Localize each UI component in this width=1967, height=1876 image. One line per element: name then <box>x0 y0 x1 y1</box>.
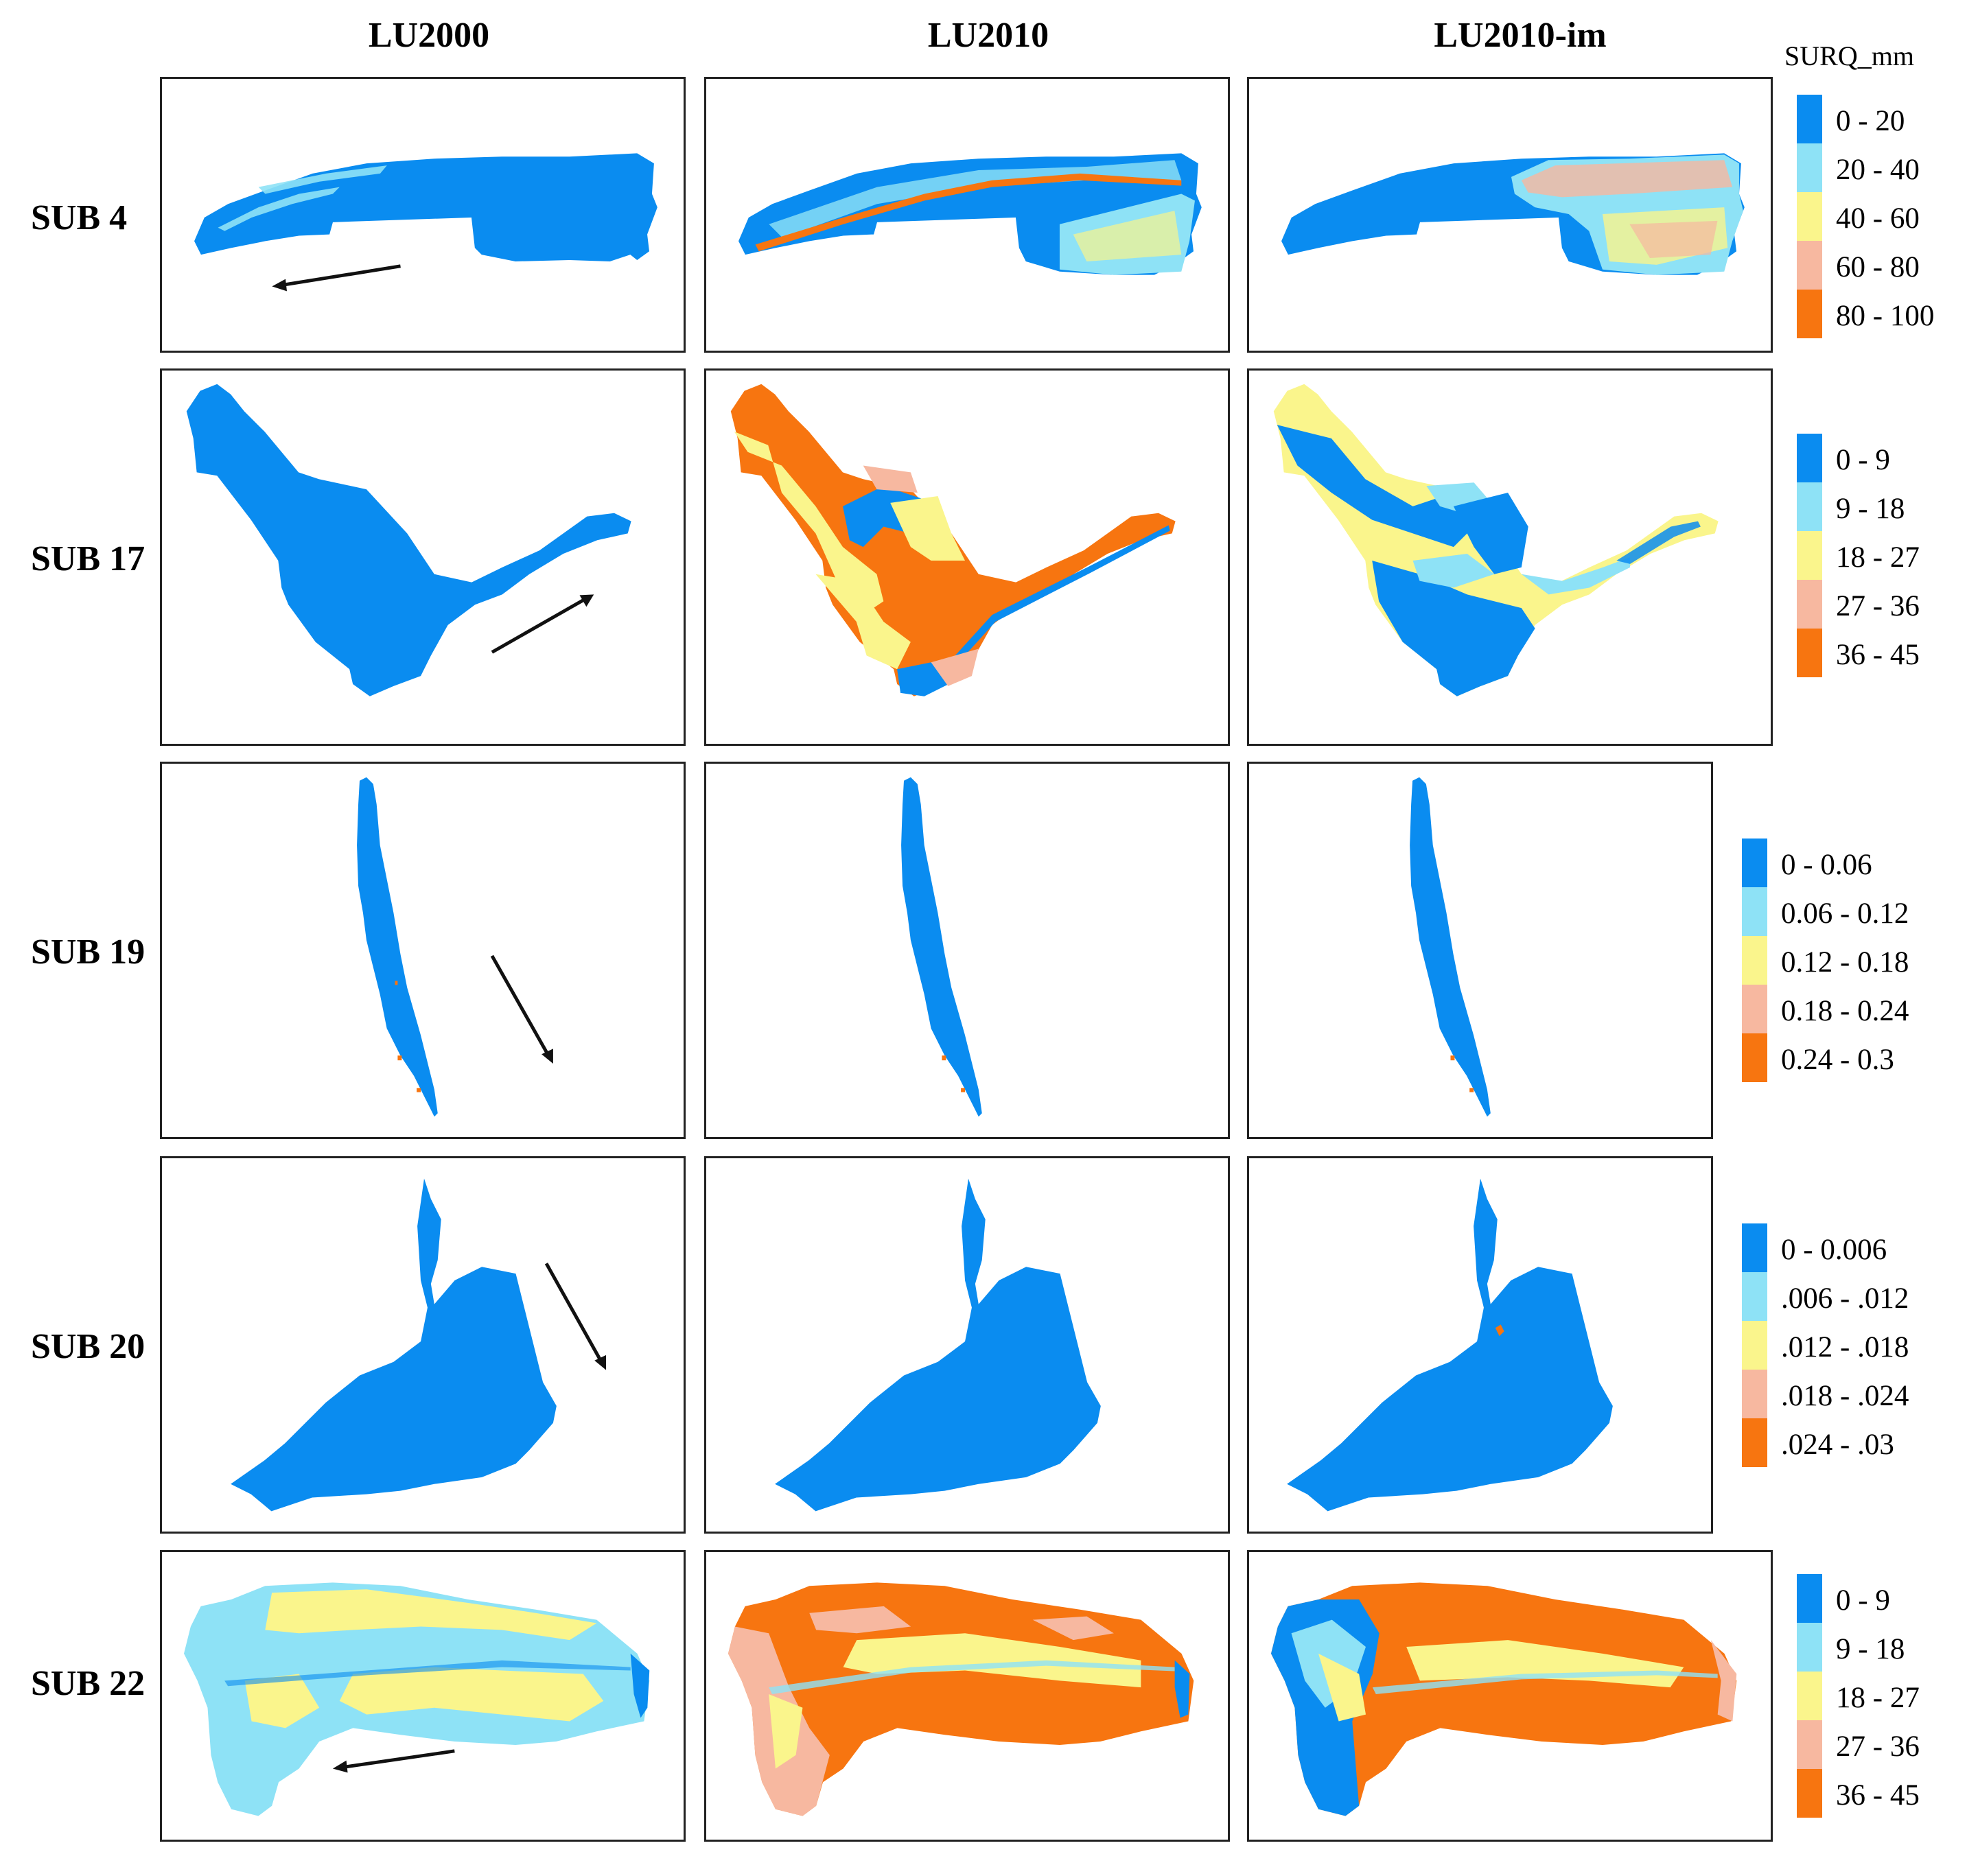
sub20-lu2010-map <box>775 1178 1101 1512</box>
map-panel-sub22-lu2010im <box>1247 1550 1773 1842</box>
row-label-sub22: SUB 22 <box>31 1664 146 1703</box>
legend-label: 9 - 18 <box>1836 1633 1905 1665</box>
legend-label: 27 - 36 <box>1836 1731 1920 1763</box>
sub22-lu2000-map <box>183 1582 650 1816</box>
map-panel-sub4-lu2010im <box>1247 77 1773 353</box>
sub19-lu2010im-map <box>1410 777 1491 1117</box>
column-header-lu2010: LU2010 <box>927 16 1049 55</box>
legend-label: 60 - 80 <box>1836 251 1920 283</box>
legend-swatch <box>1797 482 1822 531</box>
legend-label: .012 - .018 <box>1781 1331 1909 1363</box>
legend-label: .006 - .012 <box>1781 1282 1909 1315</box>
legend-label: 20 - 40 <box>1836 154 1920 186</box>
row-label-sub19: SUB 19 <box>31 933 146 972</box>
legend-swatch <box>1742 1321 1767 1370</box>
legend-swatch <box>1797 241 1822 290</box>
legend-swatch <box>1742 839 1767 887</box>
sub4-lu2000-map <box>194 153 657 292</box>
legend-swatch <box>1797 629 1822 677</box>
sub19-lu2010-map <box>901 777 982 1117</box>
map-panel-sub22-lu2000 <box>160 1550 686 1842</box>
legend-swatch <box>1797 434 1822 482</box>
legend-swatch <box>1797 1720 1822 1769</box>
legend-label: 0 - 9 <box>1836 444 1890 476</box>
legend-swatch <box>1742 1370 1767 1418</box>
legend-swatch <box>1797 1623 1822 1672</box>
map-panel-sub22-lu2010 <box>704 1550 1230 1842</box>
legend-label: 80 - 100 <box>1836 300 1935 332</box>
sub17-lu2000-map <box>186 384 631 696</box>
legend-swatch <box>1797 580 1822 629</box>
sub20-lu2010im-map <box>1287 1178 1613 1512</box>
sub22-lu2010im-map <box>1270 1582 1737 1816</box>
map-panel-sub20-lu2010im <box>1247 1156 1713 1534</box>
legend-swatch <box>1742 1418 1767 1467</box>
legend-swatch <box>1797 95 1822 143</box>
legend-label: 0 - 0.06 <box>1781 849 1872 881</box>
legend-swatch <box>1742 1272 1767 1321</box>
legend-swatch <box>1797 192 1822 241</box>
legend-swatch <box>1797 1672 1822 1720</box>
sub4-lu2010-map <box>738 153 1202 275</box>
map-panel-sub17-lu2000 <box>160 368 686 746</box>
map-panel-sub19-lu2000 <box>160 762 686 1139</box>
legend-label: 0.18 - 0.24 <box>1781 995 1909 1027</box>
legend-title: SURQ_mm <box>1784 40 1914 71</box>
row-label-sub17: SUB 17 <box>31 539 146 578</box>
legend-label: 0 - 9 <box>1836 1584 1890 1617</box>
legend-label: 0.06 - 0.12 <box>1781 898 1909 930</box>
legend-swatch <box>1797 1574 1822 1623</box>
legend-swatch <box>1797 290 1822 338</box>
legend-swatch <box>1742 887 1767 936</box>
legend-label: 36 - 45 <box>1836 639 1920 671</box>
column-header-lu2000: LU2000 <box>368 16 490 55</box>
sub22-lu2010-map <box>728 1582 1194 1816</box>
sub4-lu2010im-map <box>1281 153 1745 275</box>
map-panel-sub17-lu2010im <box>1247 368 1773 746</box>
legend-label: .024 - .03 <box>1781 1429 1894 1461</box>
legend-label: 0 - 20 <box>1836 105 1905 137</box>
legend-label: 18 - 27 <box>1836 541 1920 574</box>
legend-label: 40 - 60 <box>1836 202 1920 235</box>
legend-swatch <box>1797 531 1822 580</box>
map-panel-sub17-lu2010 <box>704 368 1230 746</box>
legend-label: 0.24 - 0.3 <box>1781 1044 1894 1076</box>
legend-label: 27 - 36 <box>1836 590 1920 622</box>
map-panel-sub20-lu2010 <box>704 1156 1230 1534</box>
legend-swatch <box>1742 1223 1767 1272</box>
legend-label: .018 - .024 <box>1781 1380 1909 1412</box>
map-panel-sub20-lu2000 <box>160 1156 686 1534</box>
legend-swatch <box>1742 936 1767 985</box>
legend-swatch <box>1742 985 1767 1033</box>
legend-swatch <box>1797 143 1822 192</box>
sub19-lu2000-map <box>357 777 553 1117</box>
map-panel-sub4-lu2000 <box>160 77 686 353</box>
legend-label: 0 - 0.006 <box>1781 1234 1887 1266</box>
sub17-lu2010-map <box>730 384 1176 696</box>
legend-swatch <box>1742 1033 1767 1082</box>
sub17-lu2010im-map <box>1273 384 1719 696</box>
row-label-sub20: SUB 20 <box>31 1327 146 1366</box>
legend-swatch <box>1797 1769 1822 1818</box>
sub20-lu2000-map <box>231 1178 607 1512</box>
map-panel-sub4-lu2010 <box>704 77 1230 353</box>
legend-label: 36 - 45 <box>1836 1779 1920 1811</box>
legend-label: 18 - 27 <box>1836 1682 1920 1714</box>
row-label-sub4: SUB 4 <box>31 198 128 237</box>
column-header-lu2010-im: LU2010-im <box>1434 16 1607 55</box>
map-panel-sub19-lu2010im <box>1247 762 1713 1139</box>
legend-label: 9 - 18 <box>1836 493 1905 525</box>
legend-label: 0.12 - 0.18 <box>1781 946 1909 978</box>
map-panel-sub19-lu2010 <box>704 762 1230 1139</box>
